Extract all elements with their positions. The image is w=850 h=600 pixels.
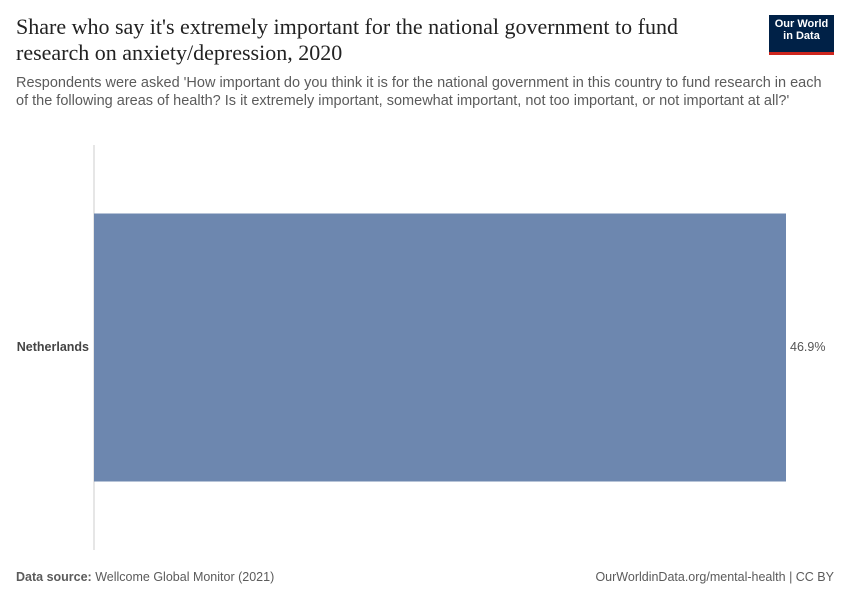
chart: Netherlands 46.9% [17,145,825,550]
source-label: Data source: [16,570,92,584]
footer-source: Data source: Wellcome Global Monitor (20… [16,570,274,584]
source: Wellcome Global Monitor (2021) [95,570,275,584]
logo-line: Our World [774,18,829,30]
chart-subtitle: Respondents were asked 'How important do… [16,75,822,109]
logo[interactable]: Our World in Data [769,15,834,55]
value-label: 46.9% [790,340,825,354]
category-label: Netherlands [17,340,89,354]
chart-title: Share who say it's extremely important f… [16,14,678,65]
footer-url[interactable]: OurWorldinData.org/mental-health | CC BY [595,570,834,584]
logo-line: in Data [783,30,820,42]
bar [94,213,786,482]
